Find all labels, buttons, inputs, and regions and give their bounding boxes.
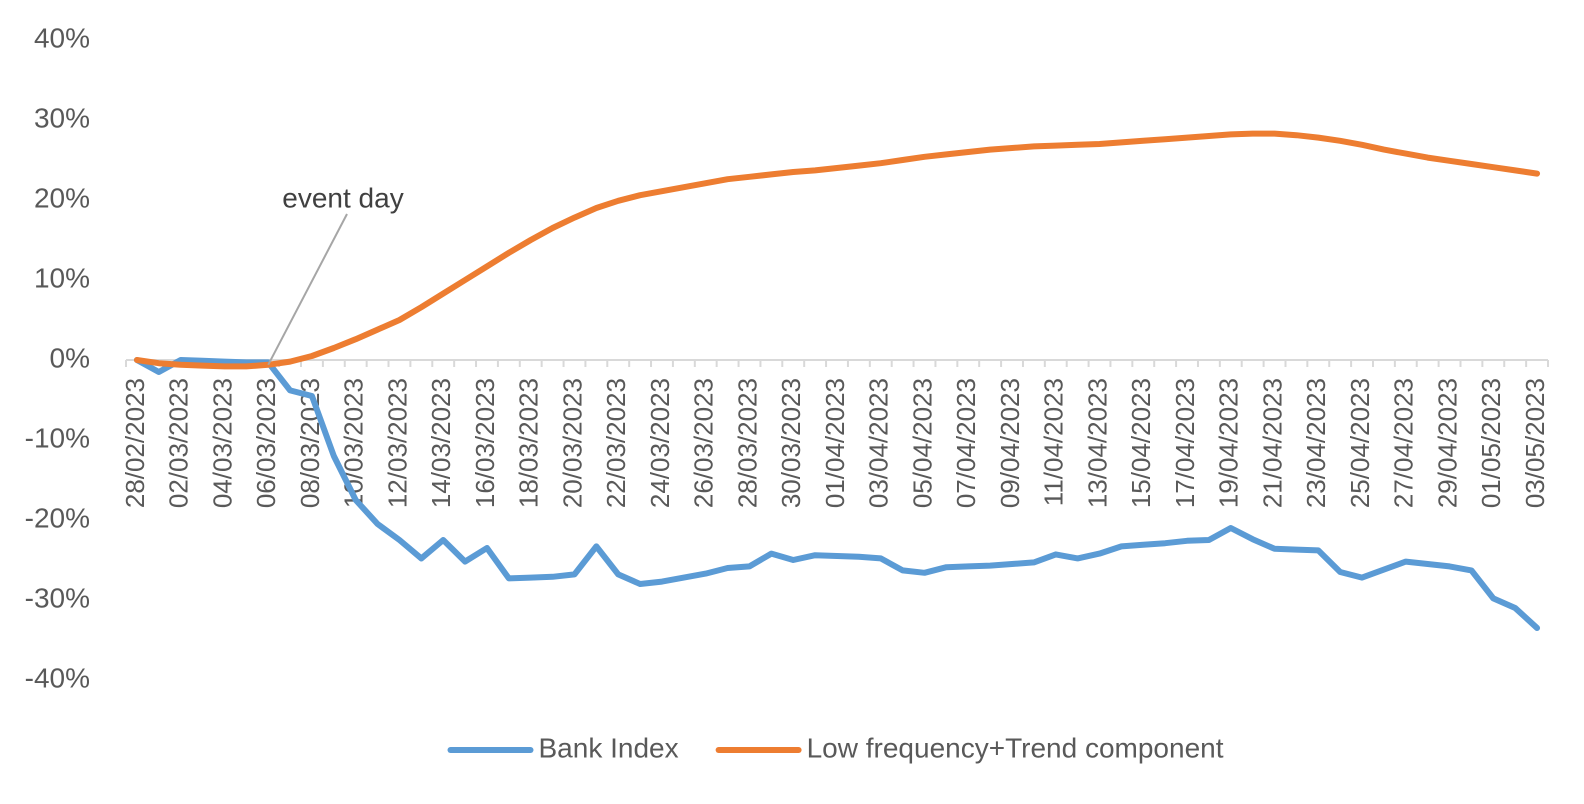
x-tick-label: 23/04/2023 bbox=[1301, 378, 1331, 508]
x-tick-label: 07/04/2023 bbox=[951, 378, 981, 508]
x-tick-label: 18/03/2023 bbox=[514, 378, 544, 508]
x-tick-label: 25/04/2023 bbox=[1345, 378, 1375, 508]
x-tick-label: 01/04/2023 bbox=[820, 378, 850, 508]
y-tick-label: 10% bbox=[34, 262, 90, 293]
x-tick-label: 14/03/2023 bbox=[426, 378, 456, 508]
legend-item: Low frequency+Trend component bbox=[715, 732, 1224, 763]
legend-label: Bank Index bbox=[539, 732, 679, 763]
x-tick-label: 15/04/2023 bbox=[1126, 378, 1156, 508]
y-tick-label: 30% bbox=[34, 102, 90, 133]
x-tick-label: 11/04/2023 bbox=[1039, 378, 1069, 506]
series-line bbox=[133, 130, 1541, 370]
y-tick-label: -30% bbox=[25, 582, 90, 613]
x-tick-label: 28/03/2023 bbox=[732, 378, 762, 508]
y-tick-label: 20% bbox=[34, 182, 90, 213]
legend-item: Bank Index bbox=[447, 732, 679, 763]
x-tick-label: 17/04/2023 bbox=[1170, 378, 1200, 508]
x-tick-label: 02/03/2023 bbox=[164, 378, 194, 508]
x-tick-label: 24/03/2023 bbox=[645, 378, 675, 508]
x-tick-label: 09/04/2023 bbox=[995, 378, 1025, 508]
x-tick-label: 20/03/2023 bbox=[557, 378, 587, 508]
y-tick-label: 0% bbox=[50, 342, 90, 373]
x-tick-label: 26/03/2023 bbox=[689, 378, 719, 508]
x-tick-label: 10/03/2023 bbox=[339, 378, 369, 508]
annotation: event day bbox=[282, 182, 403, 213]
x-tick-label: 13/04/2023 bbox=[1082, 378, 1112, 508]
x-tick-label: 03/04/2023 bbox=[864, 378, 894, 508]
x-tick-label: 08/03/2023 bbox=[295, 378, 325, 508]
x-tick-label: 01/05/2023 bbox=[1476, 378, 1506, 508]
y-tick-label: -40% bbox=[25, 662, 90, 693]
x-tick-label: 19/04/2023 bbox=[1214, 378, 1244, 508]
legend-label: Low frequency+Trend component bbox=[807, 732, 1224, 763]
x-tick-label: 16/03/2023 bbox=[470, 378, 500, 508]
x-tick-label: 12/03/2023 bbox=[382, 378, 412, 508]
y-tick-label: -10% bbox=[25, 422, 90, 453]
x-tick-label: 22/03/2023 bbox=[601, 378, 631, 508]
y-tick-label: -20% bbox=[25, 502, 90, 533]
x-tick-label: 06/03/2023 bbox=[251, 378, 281, 508]
annotation-leader bbox=[267, 213, 348, 366]
y-tick-label: 40% bbox=[34, 22, 90, 53]
x-tick-label: 21/04/2023 bbox=[1257, 378, 1287, 508]
x-tick-label: 05/04/2023 bbox=[907, 378, 937, 508]
x-tick-label: 03/05/2023 bbox=[1520, 378, 1550, 508]
series-line bbox=[133, 357, 1541, 631]
x-tick-label: 04/03/2023 bbox=[207, 378, 237, 508]
x-tick-label: 27/04/2023 bbox=[1389, 378, 1419, 508]
x-tick-label: 30/03/2023 bbox=[776, 378, 806, 508]
x-tick-label: 28/02/2023 bbox=[120, 378, 150, 508]
x-tick-label: 29/04/2023 bbox=[1432, 378, 1462, 508]
